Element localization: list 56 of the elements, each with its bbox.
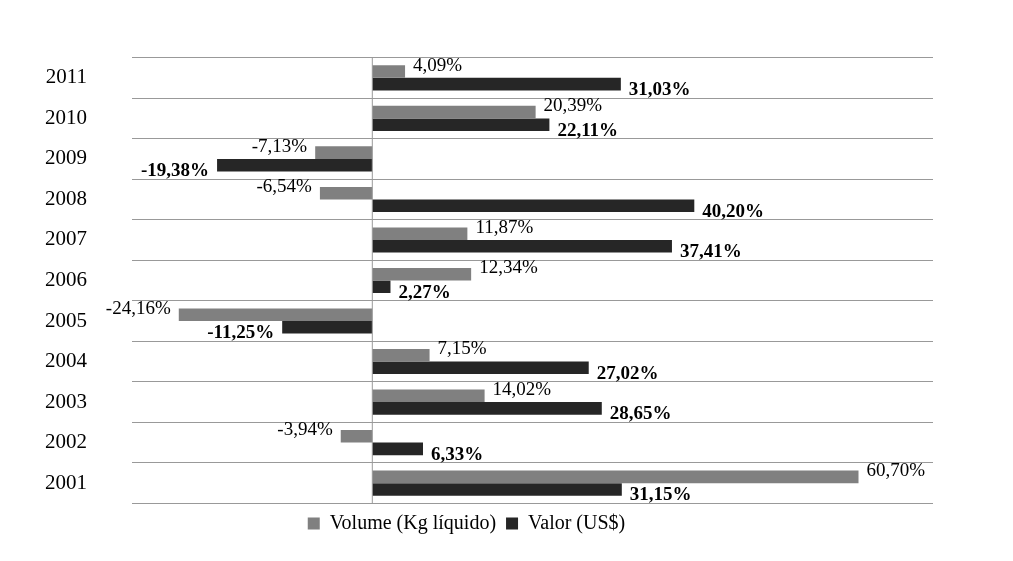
- bar: [372, 199, 695, 213]
- bar: [372, 389, 485, 403]
- y-tick-label: 2010: [45, 104, 87, 129]
- bar: [178, 308, 373, 322]
- bar: [372, 77, 621, 91]
- legend-label: Volume (Kg líquido): [329, 510, 497, 534]
- bar: [372, 239, 672, 253]
- bar: [372, 361, 589, 375]
- data-label: 40,20%: [702, 199, 765, 221]
- y-tick-label: 2006: [45, 267, 87, 292]
- bar: [217, 158, 373, 172]
- data-label: 12,34%: [479, 256, 538, 278]
- y-tick-label: 2007: [45, 226, 87, 251]
- bar: [372, 402, 602, 415]
- bar: [319, 186, 373, 200]
- legend-label: Valor (US$): [528, 510, 626, 534]
- data-label: 28,65%: [609, 402, 672, 424]
- data-label: 31,15%: [629, 483, 692, 505]
- bar: [372, 348, 430, 362]
- data-label: 6,33%: [431, 442, 484, 464]
- data-label: -7,13%: [251, 134, 308, 156]
- bar: [372, 470, 859, 484]
- y-tick-label: 2004: [45, 348, 88, 373]
- bar: [340, 430, 373, 443]
- data-label: -11,25%: [207, 321, 275, 343]
- data-label: 14,02%: [492, 377, 552, 399]
- data-label: -19,38%: [140, 159, 210, 181]
- bar: [372, 442, 423, 456]
- bar: [282, 321, 373, 334]
- data-label: 4,09%: [413, 53, 463, 75]
- y-tick-label: 2005: [45, 307, 87, 332]
- bar: [372, 483, 622, 496]
- data-label: 27,02%: [596, 361, 659, 383]
- bar: [372, 118, 550, 131]
- data-label: 31,03%: [628, 78, 691, 100]
- data-label: -6,54%: [256, 175, 313, 197]
- data-label: 20,39%: [543, 94, 603, 116]
- bar: [372, 105, 536, 119]
- bar: [372, 65, 406, 78]
- bar: [372, 227, 468, 240]
- y-tick-label: 2001: [45, 469, 87, 494]
- y-tick-label: 2003: [45, 388, 87, 413]
- y-tick-label: 2008: [45, 185, 87, 210]
- data-label: 60,70%: [866, 458, 926, 480]
- data-label: -24,16%: [105, 296, 171, 318]
- y-tick-label: 2009: [45, 145, 87, 170]
- data-label: 37,41%: [679, 240, 742, 262]
- data-label: 7,15%: [437, 337, 487, 359]
- y-tick-label: 2002: [45, 429, 87, 454]
- bar: [372, 267, 472, 281]
- data-label: 22,11%: [557, 118, 619, 140]
- data-label: -3,94%: [277, 418, 333, 440]
- bar: [315, 146, 373, 159]
- data-label: 2,27%: [398, 280, 451, 302]
- data-label: 11,87%: [475, 215, 534, 237]
- y-tick-label: 2011: [45, 64, 87, 89]
